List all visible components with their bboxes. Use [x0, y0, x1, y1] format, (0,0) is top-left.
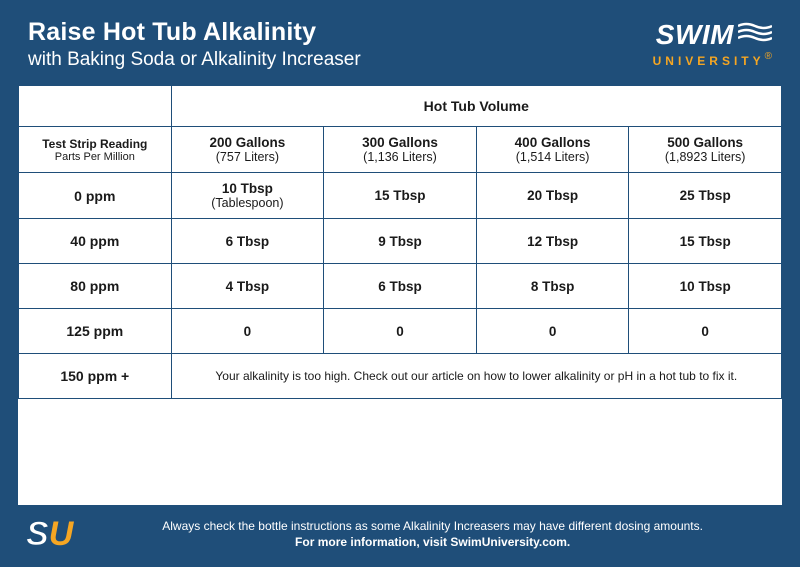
ppm-cell: 80 ppm	[19, 264, 172, 309]
dose-cell: 4 Tbsp	[171, 264, 324, 309]
infographic-card: Raise Hot Tub Alkalinity with Baking Sod…	[0, 0, 800, 567]
su-logo-icon: SU	[26, 517, 73, 551]
ppm-cell: 0 ppm	[19, 173, 172, 219]
table-row: 80 ppm 4 Tbsp 6 Tbsp 8 Tbsp 10 Tbsp	[19, 264, 782, 309]
logo-swim-text: SWIM	[656, 19, 734, 51]
dose-cell: 8 Tbsp	[476, 264, 629, 309]
lead-header-line1: Test Strip Reading	[23, 137, 167, 151]
footer: SU Always check the bottle instructions …	[0, 505, 800, 567]
page-subtitle: with Baking Soda or Alkalinity Increaser	[28, 49, 361, 71]
dosage-table: Hot Tub Volume Test Strip Reading Parts …	[18, 85, 782, 399]
page-title: Raise Hot Tub Alkalinity	[28, 18, 361, 47]
dose-cell: 25 Tbsp	[629, 173, 782, 219]
lead-header-line2: Parts Per Million	[23, 151, 167, 163]
header: Raise Hot Tub Alkalinity with Baking Sod…	[0, 0, 800, 85]
dose-cell: 10 Tbsp	[629, 264, 782, 309]
table-row-high: 150 ppm + Your alkalinity is too high. C…	[19, 354, 782, 399]
volume-spanner: Hot Tub Volume	[171, 86, 781, 127]
header-text: Raise Hot Tub Alkalinity with Baking Sod…	[28, 18, 361, 71]
dosage-table-wrap: Hot Tub Volume Test Strip Reading Parts …	[18, 85, 782, 505]
table-row: 125 ppm 0 0 0 0	[19, 309, 782, 354]
registered-icon: ®	[765, 51, 772, 62]
table-row: 40 ppm 6 Tbsp 9 Tbsp 12 Tbsp 15 Tbsp	[19, 219, 782, 264]
waves-icon	[738, 22, 772, 47]
dose-cell: 0	[324, 309, 477, 354]
dose-cell: 0	[171, 309, 324, 354]
volume-header: 200 Gallons (757 Liters)	[171, 127, 324, 173]
volume-header: 400 Gallons (1,514 Liters)	[476, 127, 629, 173]
dose-cell: 6 Tbsp	[324, 264, 477, 309]
dose-cell: 15 Tbsp	[324, 173, 477, 219]
corner-cell	[19, 86, 172, 127]
brand-logo: SWIM UNIVERSITY®	[653, 19, 772, 70]
footer-line1: Always check the bottle instructions as …	[91, 519, 774, 533]
dose-cell: 15 Tbsp	[629, 219, 782, 264]
dose-cell: 10 Tbsp (Tablespoon)	[171, 173, 324, 219]
ppm-cell: 125 ppm	[19, 309, 172, 354]
table-row: 0 ppm 10 Tbsp (Tablespoon) 15 Tbsp 20 Tb…	[19, 173, 782, 219]
dose-cell: 0	[476, 309, 629, 354]
high-alkalinity-note: Your alkalinity is too high. Check out o…	[171, 354, 781, 399]
dose-cell: 9 Tbsp	[324, 219, 477, 264]
logo-university-text: UNIVERSITY	[653, 54, 765, 68]
ppm-cell: 150 ppm +	[19, 354, 172, 399]
volume-header: 300 Gallons (1,136 Liters)	[324, 127, 477, 173]
lead-header: Test Strip Reading Parts Per Million	[19, 127, 172, 173]
volume-header: 500 Gallons (1,8923 Liters)	[629, 127, 782, 173]
footer-text: Always check the bottle instructions as …	[91, 519, 774, 549]
footer-line2: For more information, visit SwimUniversi…	[91, 535, 774, 549]
ppm-cell: 40 ppm	[19, 219, 172, 264]
dose-cell: 6 Tbsp	[171, 219, 324, 264]
dose-cell: 12 Tbsp	[476, 219, 629, 264]
dose-cell: 20 Tbsp	[476, 173, 629, 219]
dose-cell: 0	[629, 309, 782, 354]
